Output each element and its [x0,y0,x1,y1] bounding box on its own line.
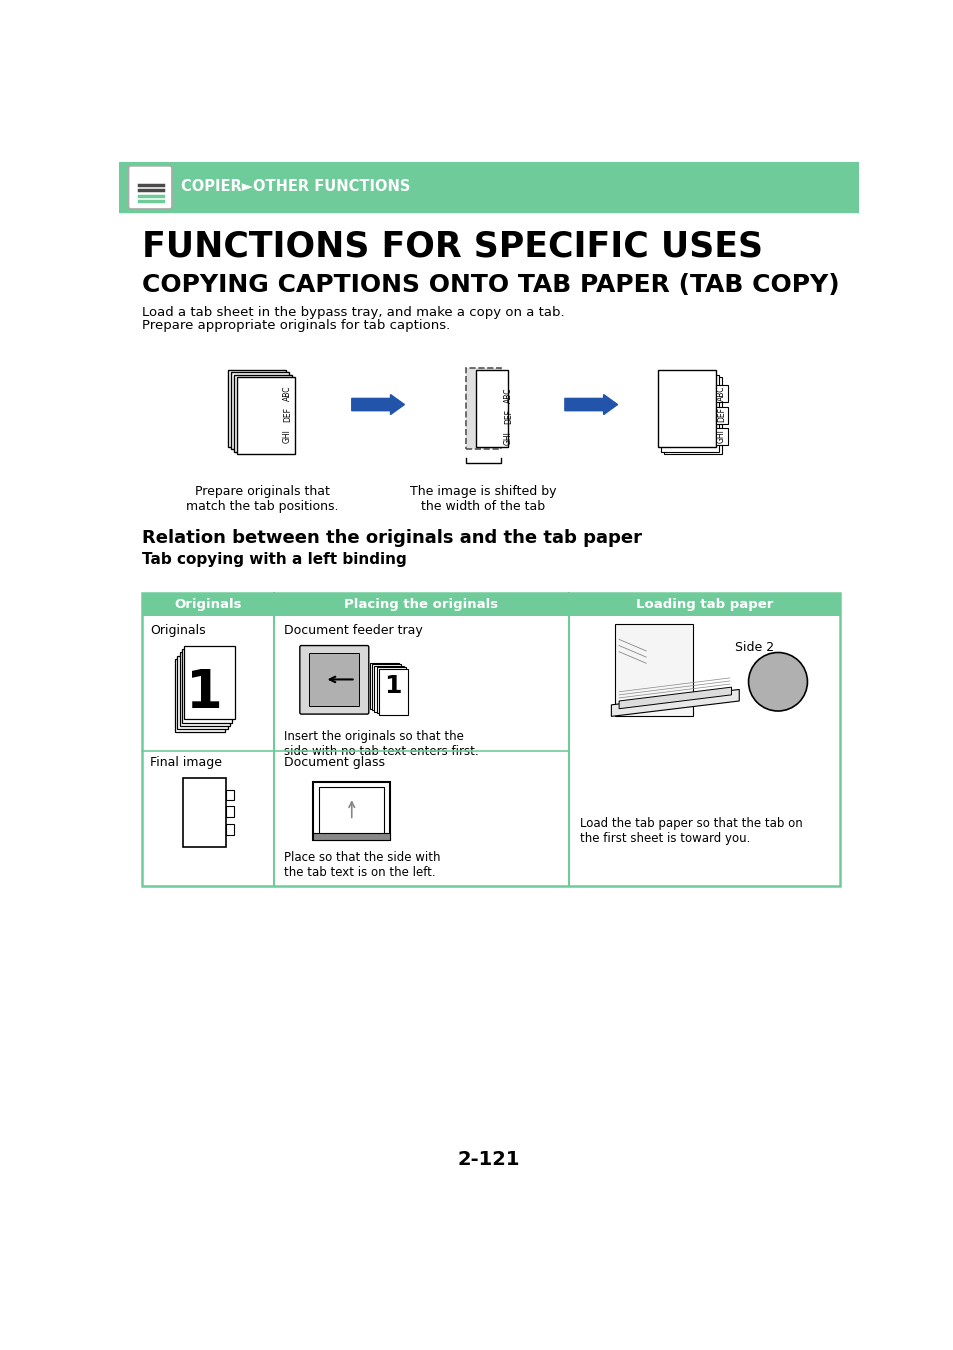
Bar [274,593,568,617]
Text: FUNCTIONS FOR SPECIFIC USES: FUNCTIONS FOR SPECIFIC USES [142,230,762,263]
Bar [716,385,727,402]
Bar [369,663,398,709]
Bar [233,374,292,451]
Text: 2-121: 2-121 [457,1150,519,1169]
Text: The image is shifted by
the width of the tab: The image is shifted by the width of the… [410,486,557,513]
Bar [183,778,226,848]
Bar [716,428,727,446]
Bar [231,373,289,450]
Bar [568,593,840,617]
Bar [658,370,716,447]
Text: GHI: GHI [283,429,292,443]
Bar [372,664,401,710]
Text: ABC: ABC [716,385,725,401]
Bar [228,370,286,447]
FancyArrow shape [352,394,404,414]
Polygon shape [611,690,739,717]
FancyArrow shape [564,394,617,414]
Text: Place so that the side with
the tab text is on the left.: Place so that the side with the tab text… [283,850,439,879]
Bar [374,666,403,711]
Bar [716,406,727,424]
Bar [466,369,500,450]
Polygon shape [618,687,731,709]
Bar [184,647,234,720]
Text: Prepare appropriate originals for tab captions.: Prepare appropriate originals for tab ca… [142,319,450,332]
Bar [182,649,233,722]
Text: Load the tab paper so that the tab on
the first sheet is toward you.: Load the tab paper so that the tab on th… [579,817,802,845]
Bar [313,782,390,840]
Text: GHI: GHI [503,432,513,446]
Bar [476,370,508,447]
Bar [142,593,274,617]
Bar [660,374,719,451]
Text: DEF: DEF [503,409,513,424]
Bar [226,825,233,836]
Bar [376,667,406,713]
Text: Prepare originals that
match the tab positions.: Prepare originals that match the tab pos… [186,486,338,513]
Text: Originals: Originals [174,598,242,612]
Bar [615,624,692,717]
Text: DEF: DEF [716,408,725,423]
Bar [142,593,840,886]
Bar [663,377,721,454]
Text: COPIER►OTHER FUNCTIONS: COPIER►OTHER FUNCTIONS [181,180,410,194]
Text: Relation between the originals and the tab paper: Relation between the originals and the t… [142,529,641,547]
Bar [319,787,384,834]
Text: Side 2: Side 2 [735,641,774,653]
FancyBboxPatch shape [129,166,172,209]
Text: Document feeder tray: Document feeder tray [283,624,422,637]
Bar [226,806,233,817]
Bar [309,653,359,706]
Text: ABC: ABC [503,387,513,404]
Bar [378,668,408,716]
Bar [313,833,390,840]
Bar [236,377,294,454]
Circle shape [748,652,806,711]
Text: Load a tab sheet in the bypass tray, and make a copy on a tab.: Load a tab sheet in the bypass tray, and… [142,305,564,319]
Bar [179,652,230,726]
Text: 1: 1 [186,667,223,720]
Text: 1: 1 [384,674,401,698]
Text: Document glass: Document glass [283,756,384,770]
Text: Insert the originals so that the
side with no tab text enters first.: Insert the originals so that the side wi… [283,730,477,759]
Bar [119,162,858,212]
Text: Loading tab paper: Loading tab paper [635,598,772,612]
Text: COPYING CAPTIONS ONTO TAB PAPER (TAB COPY): COPYING CAPTIONS ONTO TAB PAPER (TAB COP… [142,273,840,297]
Text: Placing the originals: Placing the originals [344,598,498,612]
FancyBboxPatch shape [299,645,369,714]
Text: Tab copying with a left binding: Tab copying with a left binding [142,552,407,567]
Bar [177,656,228,729]
Bar [226,790,233,801]
Text: Originals: Originals [150,624,206,637]
Text: GHI: GHI [716,429,725,443]
Text: DEF: DEF [283,408,292,423]
Bar [174,659,225,732]
Text: ABC: ABC [283,385,292,401]
Text: Final image: Final image [150,756,222,770]
